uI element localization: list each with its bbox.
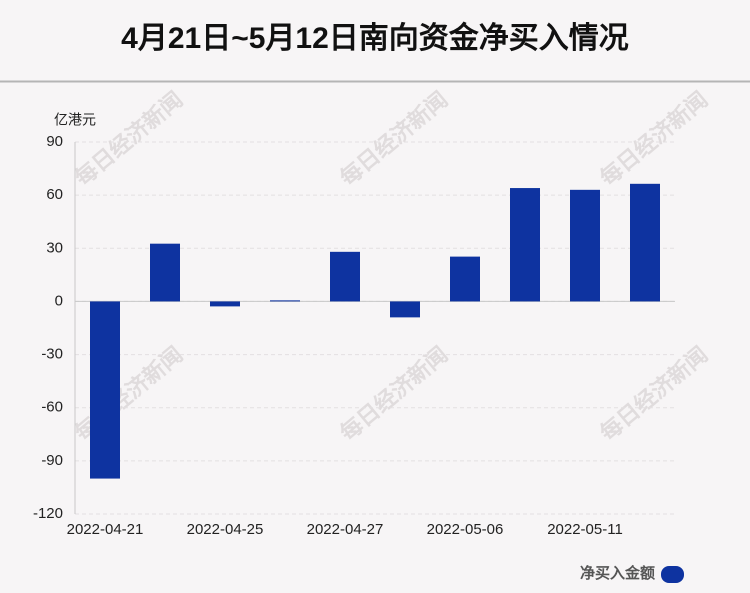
x-tick-label: 2022-05-06 xyxy=(427,521,504,538)
bar xyxy=(450,256,480,302)
x-tick-label: 2022-04-27 xyxy=(307,521,384,538)
y-axis-label: 亿港元 xyxy=(54,112,96,128)
y-tick-label: -60 xyxy=(41,399,63,416)
y-tick-label: -30 xyxy=(41,346,63,363)
x-tick-label: 2022-05-11 xyxy=(547,521,623,538)
y-tick-label: 60 xyxy=(46,186,63,203)
bar xyxy=(390,301,420,318)
x-tick-label: 2022-04-21 xyxy=(67,521,144,538)
legend-swatch xyxy=(661,566,684,583)
y-tick-label: 90 xyxy=(46,133,63,150)
y-tick-label: -90 xyxy=(41,452,63,469)
y-tick-label: 0 xyxy=(55,292,63,309)
legend-label: 净买入金额 xyxy=(580,564,655,582)
chart-title: 4月21日~5月12日南向资金净买入情况 xyxy=(121,21,629,55)
bar xyxy=(270,300,300,302)
bar xyxy=(330,251,360,302)
bar xyxy=(630,183,660,302)
y-tick-label: -120 xyxy=(33,505,63,522)
bar xyxy=(90,301,120,479)
x-tick-label: 2022-04-25 xyxy=(187,521,264,538)
y-tick-label: 30 xyxy=(46,239,63,256)
bar xyxy=(570,189,600,302)
bar xyxy=(210,301,240,307)
bar xyxy=(150,243,180,302)
bar xyxy=(510,188,540,302)
